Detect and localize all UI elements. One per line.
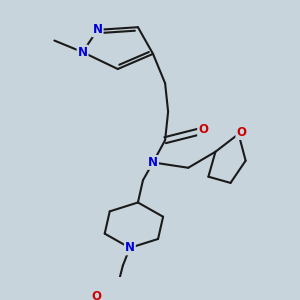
Text: O: O xyxy=(198,123,208,136)
Text: N: N xyxy=(78,46,88,59)
Text: N: N xyxy=(148,156,158,169)
Text: O: O xyxy=(91,290,101,300)
Text: N: N xyxy=(125,242,135,254)
Text: N: N xyxy=(93,23,103,36)
Text: O: O xyxy=(236,126,246,139)
